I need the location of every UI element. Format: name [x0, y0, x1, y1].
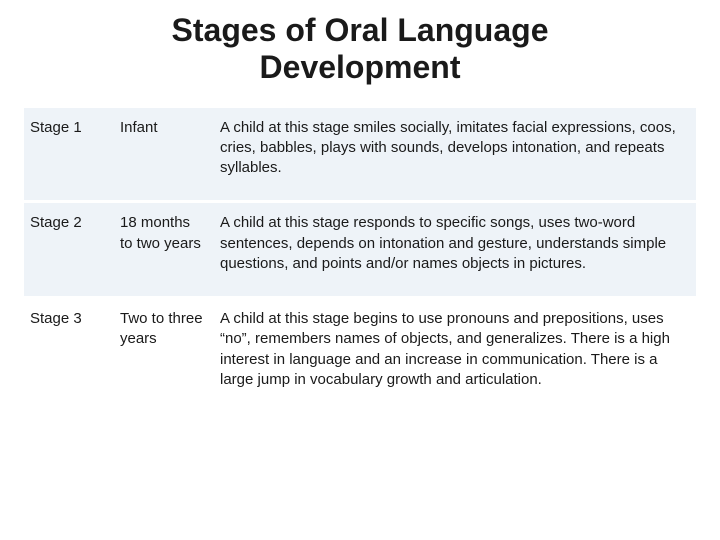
- cell-stage: Stage 2: [24, 202, 114, 298]
- table-row: Stage 2 18 months to two years A child a…: [24, 202, 696, 298]
- table-row: Stage 3 Two to three years A child at th…: [24, 298, 696, 414]
- table-row: Stage 1 Infant A child at this stage smi…: [24, 108, 696, 202]
- cell-stage: Stage 3: [24, 298, 114, 414]
- cell-description: A child at this stage responds to specif…: [214, 202, 696, 298]
- cell-stage: Stage 1: [24, 108, 114, 202]
- stages-table: Stage 1 Infant A child at this stage smi…: [24, 108, 696, 416]
- cell-description: A child at this stage smiles socially, i…: [214, 108, 696, 202]
- slide: Stages of Oral Language Development Stag…: [0, 0, 720, 540]
- cell-description: A child at this stage begins to use pron…: [214, 298, 696, 414]
- cell-age: Infant: [114, 108, 214, 202]
- cell-age: Two to three years: [114, 298, 214, 414]
- page-title: Stages of Oral Language Development: [24, 12, 696, 86]
- cell-age: 18 months to two years: [114, 202, 214, 298]
